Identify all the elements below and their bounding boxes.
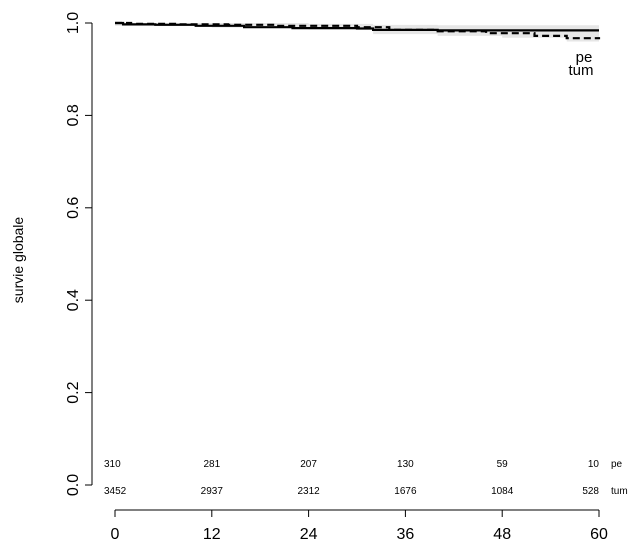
curve-label-tum: tum	[568, 62, 593, 79]
risk-row-label-pe: pe	[611, 459, 623, 470]
y-tick-label: 0.2	[65, 381, 82, 403]
x-tick-label: 48	[493, 526, 511, 543]
curve-label-pe: pe	[576, 49, 593, 66]
x-tick-label: 60	[590, 526, 608, 543]
confidence-band	[115, 23, 599, 43]
x-tick-label: 12	[203, 526, 221, 543]
risk-value-pe: 207	[300, 459, 317, 470]
axis-layer: 0 12 24 36 48 60 0.0 0.2 0.4 0.6 0.8 1.0	[65, 12, 608, 543]
y-axis-title: survie globale	[10, 217, 26, 304]
y-tick-label: 0.0	[65, 474, 82, 496]
x-tick-label: 0	[111, 526, 120, 543]
risk-value-tum: 1676	[394, 486, 417, 497]
confidence-band-layer	[115, 23, 599, 43]
risk-value-tum: 2312	[297, 486, 320, 497]
risk-row-label-tum: tum	[611, 486, 628, 497]
y-tick-label: 0.8	[65, 104, 82, 126]
risk-value-tum: 2937	[201, 486, 224, 497]
risk-value-pe: 130	[397, 459, 414, 470]
risk-value-tum: 528	[582, 486, 599, 497]
risk-value-pe: 310	[104, 459, 121, 470]
x-tick-label: 36	[397, 526, 415, 543]
risk-value-tum: 1084	[491, 486, 514, 497]
risk-value-pe: 59	[497, 459, 509, 470]
series-pe-line	[115, 21, 601, 40]
y-tick-label: 1.0	[65, 12, 82, 34]
series-layer	[115, 21, 601, 40]
number-at-risk-table: 310 281 207 130 59 10 pe 3452 2937 2312 1676 1084 52…	[104, 459, 628, 497]
risk-value-tum: 3452	[104, 486, 127, 497]
risk-value-pe: 10	[588, 459, 600, 470]
series-tum-line	[115, 21, 599, 32]
y-tick-label: 0.6	[65, 197, 82, 219]
y-tick-label: 0.4	[65, 289, 82, 311]
risk-value-pe: 281	[203, 459, 220, 470]
x-tick-label: 24	[300, 526, 318, 543]
